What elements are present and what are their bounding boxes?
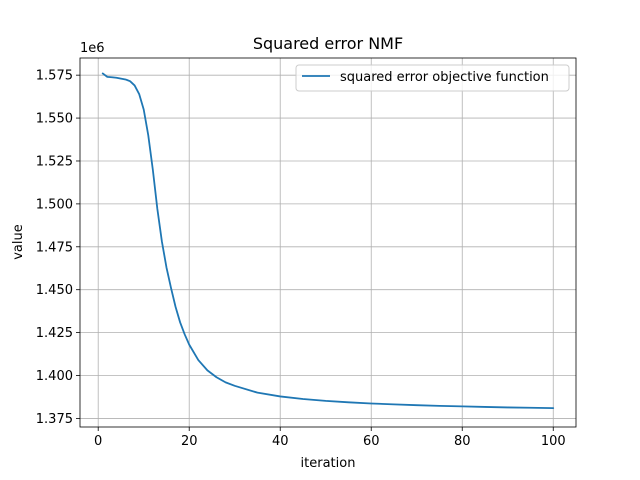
y-tick-label: 1.550 [36, 112, 73, 127]
chart-title: Squared error NMF [253, 34, 403, 53]
x-tick-label: 60 [363, 434, 380, 449]
plot-lines [101, 72, 555, 410]
y-tick-label: 1.475 [36, 240, 73, 255]
x-axis-title: iteration [301, 456, 356, 471]
y-axis-ticks: 1.375 1.400 1.425 1.450 1.475 1.500 1.525 1.550… [36, 69, 80, 427]
x-tick-label: 100 [541, 434, 566, 449]
y-tick-label: 1.425 [36, 326, 73, 341]
y-tick-label: 1.500 [36, 197, 73, 212]
y-tick-label: 1.400 [36, 369, 73, 384]
y-tick-label: 1.525 [36, 154, 73, 169]
series-line [101, 72, 555, 410]
x-tick-label: 40 [272, 434, 289, 449]
y-tick-label: 1.450 [36, 283, 73, 298]
legend-box [295, 64, 570, 92]
plot-frame [79, 57, 577, 428]
x-tick-label: 0 [94, 434, 102, 449]
x-tick-label: 80 [454, 434, 471, 449]
x-tick-label: 20 [181, 434, 198, 449]
y-tick-label: 1.375 [36, 412, 73, 427]
legend-label: squared error objective function [340, 70, 549, 85]
legend: squared error objective function [295, 64, 570, 92]
y-axis-offset-label: 1e6 [80, 41, 105, 56]
x-axis-ticks: 0 20 40 60 80 100 [94, 427, 566, 449]
y-tick-label: 1.575 [36, 69, 73, 84]
y-axis-title: value [11, 224, 26, 260]
